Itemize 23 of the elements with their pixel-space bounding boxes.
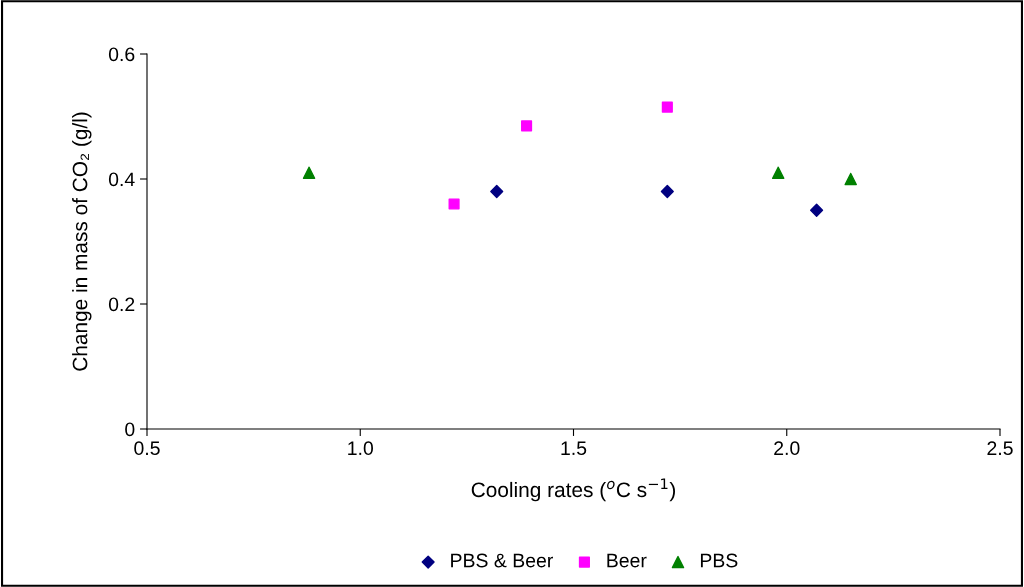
point	[844, 172, 857, 186]
point	[660, 184, 674, 199]
point	[521, 120, 533, 132]
point	[661, 101, 673, 113]
legend-label: PBS	[700, 553, 738, 568]
x-tick-label: 1.0	[348, 441, 374, 456]
x-tick-label: 2.0	[774, 441, 800, 456]
point	[490, 184, 504, 199]
y-tick-label: 0.2	[108, 297, 135, 312]
point	[448, 198, 460, 210]
legend-label: Beer	[607, 553, 647, 568]
y-tick-label: 0	[125, 422, 135, 437]
x-axis-title: Cooling rates ($^{o}$C s$^{−1}$)	[471, 478, 676, 502]
y-axis-title: Change in mass of CO₂ (g/l)	[72, 112, 92, 371]
y-tick-label: 0.6	[108, 47, 135, 62]
point	[810, 203, 824, 217]
y-tick-label: 0.4	[108, 172, 135, 187]
point	[302, 166, 316, 180]
x-tick-label: 2.5	[987, 441, 1013, 456]
legend-label: PBS & Beer	[451, 553, 553, 568]
point	[771, 166, 785, 180]
x-tick-label: 0.5	[134, 441, 160, 456]
x-tick-label: 1.5	[561, 441, 587, 456]
